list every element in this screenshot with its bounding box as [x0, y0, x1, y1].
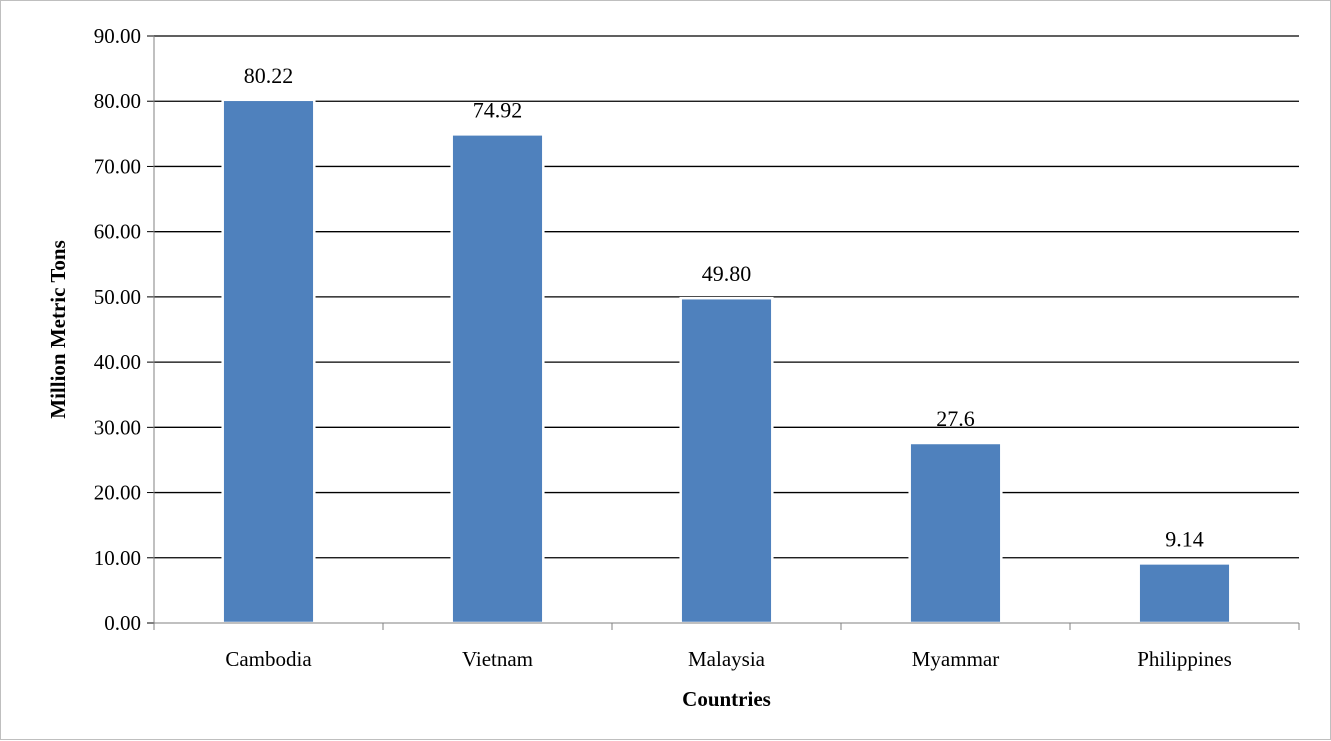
data-label: 49.80: [702, 261, 752, 286]
labels: 0.00 10.00 20.00 30.00 40.00 50.00 60.00 70.00 8…: [94, 24, 1232, 671]
bar-cambodia: [221, 98, 316, 625]
data-label: 80.22: [244, 63, 294, 88]
y-tick-label: 30.00: [94, 415, 141, 439]
gridlines: [154, 35, 1299, 559]
y-tick-label: 70.00: [94, 154, 141, 178]
x-tick-label: Vietnam: [462, 647, 533, 671]
bar-philippines: [1137, 562, 1232, 625]
data-label: 74.92: [473, 97, 523, 122]
bars: [221, 98, 1232, 625]
data-label: 27.6: [936, 406, 975, 431]
y-axis-title: Million Metric Tons: [46, 240, 70, 419]
x-tick-label: Cambodia: [225, 647, 312, 671]
x-tick-label: Myammar: [912, 647, 999, 671]
y-tick-label: 0.00: [104, 611, 141, 635]
axes: [147, 35, 1300, 630]
y-tick-label: 50.00: [94, 285, 141, 309]
x-tick-label: Malaysia: [688, 647, 766, 671]
y-tick-label: 20.00: [94, 481, 141, 505]
y-tick-label: 10.00: [94, 546, 141, 570]
y-tick-label: 90.00: [94, 24, 141, 48]
bar-malaysia: [679, 296, 774, 625]
y-tick-label: 40.00: [94, 350, 141, 374]
data-label: 9.14: [1165, 526, 1204, 551]
bar-vietnam: [450, 133, 545, 625]
y-tick-label: 80.00: [94, 89, 141, 113]
y-tick-label: 60.00: [94, 220, 141, 244]
x-axis-title: Countries: [682, 687, 771, 711]
x-tick-label: Philippines: [1137, 647, 1232, 671]
bar-myammar: [908, 441, 1003, 625]
